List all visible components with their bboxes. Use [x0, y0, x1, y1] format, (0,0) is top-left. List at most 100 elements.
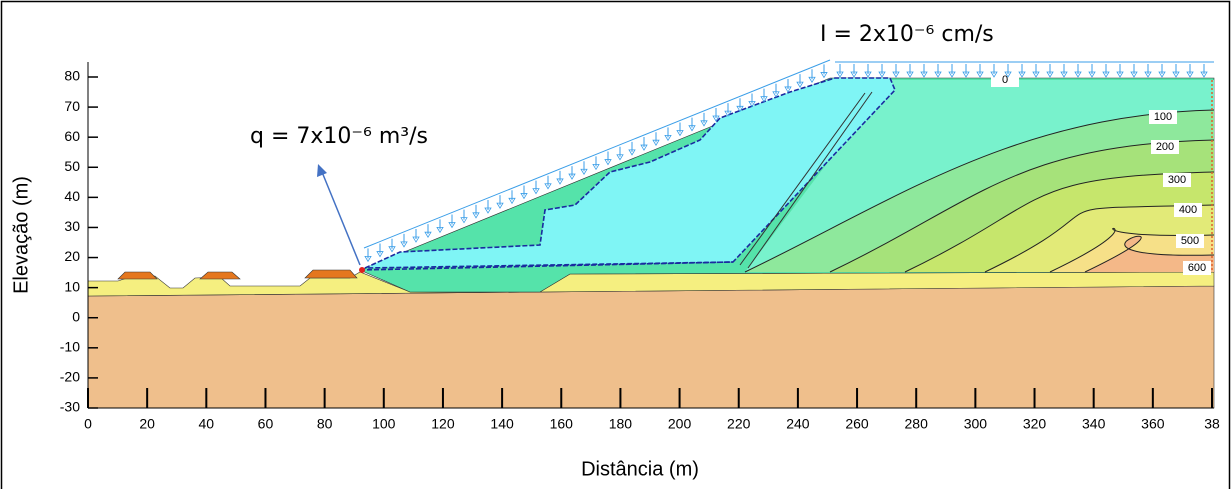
rain-head — [976, 71, 984, 78]
rain-head — [436, 226, 444, 234]
rain-head — [1116, 71, 1124, 78]
rain-head — [472, 212, 480, 219]
rain-head — [640, 144, 648, 151]
contour-line — [904, 171, 1215, 273]
x-tick-label: 280 — [905, 416, 929, 432]
mound — [117, 271, 158, 280]
rain-head — [748, 101, 756, 108]
rain-head — [1074, 71, 1082, 78]
contour-label: 200 — [1156, 141, 1174, 153]
foundation — [87, 285, 1215, 409]
y-tick-label: 10 — [64, 278, 80, 294]
rain-line — [363, 59, 831, 249]
y-tick-label: 70 — [64, 98, 80, 114]
mound — [304, 269, 358, 279]
y-axis-label: Elevação (m) — [10, 176, 32, 294]
rain-head — [412, 236, 420, 243]
rain-head — [616, 154, 624, 161]
y-tick-label: -20 — [60, 369, 80, 385]
rain-head — [364, 255, 372, 263]
x-tick-label: 180 — [609, 416, 633, 432]
rain-head — [424, 231, 432, 238]
contour-label: 100 — [1154, 111, 1172, 123]
y-tick-label: 80 — [64, 68, 80, 84]
flow-label: q = 7x10⁻⁶ m³/s — [250, 124, 428, 149]
rain-head — [784, 86, 792, 93]
x-axis-label: Distância (m) — [581, 458, 699, 480]
rain-head — [724, 110, 732, 117]
infiltration — [363, 59, 1214, 263]
rain-head — [1130, 71, 1138, 78]
rain-head — [496, 202, 504, 209]
rain-head — [448, 222, 456, 229]
x-tick-label: 160 — [550, 416, 574, 432]
rain-head — [688, 125, 696, 132]
rain-head — [990, 71, 998, 78]
rain-head — [1200, 71, 1208, 78]
y-tick-label: 0 — [72, 308, 80, 324]
rain-head — [948, 71, 956, 78]
x-tick-label: 220 — [727, 416, 751, 432]
saturated-zone — [364, 77, 896, 269]
contour-line — [1084, 235, 1215, 273]
rain-head — [592, 164, 600, 171]
contour-line — [984, 204, 1215, 273]
rain-head — [580, 168, 588, 176]
arrow-head — [317, 164, 327, 177]
rain-head — [1144, 71, 1152, 78]
contour-line — [1049, 227, 1215, 273]
rain-head — [376, 251, 384, 258]
rain-head — [712, 115, 720, 122]
x-tick-label: 260 — [845, 416, 869, 432]
contour-label: 0 — [1002, 74, 1008, 86]
rain-head — [664, 134, 672, 142]
y-tick-label: 20 — [64, 248, 80, 264]
x-tick-label: 38 — [1204, 416, 1220, 432]
x-tick-label: 20 — [139, 416, 155, 432]
rain-head — [1018, 71, 1026, 78]
rain-head — [1102, 71, 1110, 78]
rain-head — [1172, 71, 1180, 78]
rain-head — [604, 159, 612, 166]
rain-head — [1158, 71, 1166, 78]
rain-head — [808, 76, 816, 84]
contour-label: 300 — [1168, 174, 1186, 186]
rain-head — [532, 188, 540, 195]
rain-head — [962, 71, 970, 78]
x-tick-label: 200 — [668, 416, 692, 432]
rain-head — [400, 241, 408, 248]
rain-head — [920, 71, 928, 78]
rain-head — [772, 91, 780, 98]
flow-arrow — [321, 171, 361, 266]
contour-label-bg — [1174, 203, 1202, 217]
rain-head — [850, 71, 858, 78]
rain-head — [760, 96, 768, 103]
contour-label-bg — [1151, 140, 1179, 154]
contour-label-bg — [1176, 234, 1204, 248]
x-tick-label: 120 — [431, 416, 455, 432]
filter — [739, 92, 866, 266]
rain-head — [484, 207, 492, 214]
rain-head — [736, 105, 744, 113]
contour-line — [744, 109, 1215, 273]
rain-head — [1060, 71, 1068, 78]
contour-label-bg — [991, 73, 1019, 87]
rain-head — [934, 71, 942, 78]
rain-head — [892, 71, 900, 78]
contour-label: 600 — [1188, 262, 1206, 274]
contour-label-bg — [1163, 173, 1191, 187]
x-tick-label: 140 — [490, 416, 514, 432]
y-tick-label: 30 — [64, 218, 80, 234]
y-tick-label: 50 — [64, 158, 80, 174]
phreatic-line — [359, 261, 734, 271]
rain-head — [1046, 71, 1054, 78]
y-tick-label: 40 — [64, 188, 80, 204]
rain-head — [700, 120, 708, 127]
exit-point — [359, 267, 365, 273]
x-tick-label: 60 — [258, 416, 274, 432]
x-tick-label: 0 — [84, 416, 92, 432]
rain-head — [836, 71, 844, 78]
